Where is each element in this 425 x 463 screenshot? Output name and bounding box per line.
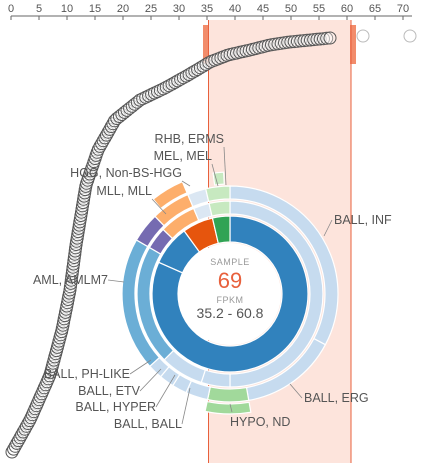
segment-label: BALL, HYPER xyxy=(75,400,156,414)
selection-handle-right[interactable] xyxy=(350,25,356,64)
sunburst-core-solid[interactable] xyxy=(211,215,231,245)
segment-labels: RHB, ERMS MEL, MEL HGG, Non-BS-HGG MLL, MLL… xyxy=(33,132,392,431)
segment-label-leader xyxy=(289,383,303,399)
segment-label: BALL, INF xyxy=(334,213,392,227)
segment-label: MEL, MEL xyxy=(154,149,212,163)
x-axis: 0 5 10 15 20 25 30 35 40 45 50 55 60 65 70 xyxy=(8,3,412,20)
segment-label-leader xyxy=(229,403,233,413)
segment-label: MLL, MLL xyxy=(96,184,152,198)
center-sample-count: 69 xyxy=(218,268,242,293)
center-fpkm-range: 35.2 - 60.8 xyxy=(197,305,264,321)
segment-label-leader xyxy=(223,146,227,186)
segment-label: AML, AMLM7 xyxy=(33,273,108,287)
segment-label: BALL, PH-LIKE xyxy=(44,367,130,381)
sample-point[interactable] xyxy=(64,273,78,287)
segment-label-leader xyxy=(139,368,162,392)
sample-point[interactable] xyxy=(356,29,370,43)
segment-label: HYPO, ND xyxy=(230,415,290,429)
x-axis-tick-label: 5 xyxy=(36,3,42,15)
segment-label: RHB, ERMS xyxy=(155,132,224,146)
sunburst-center xyxy=(179,243,281,345)
sample-point[interactable] xyxy=(310,32,324,46)
sample-point[interactable] xyxy=(403,29,417,43)
x-axis-tick-label: 15 xyxy=(89,3,101,15)
segment-label-leader xyxy=(155,374,176,408)
sunburst-extra-hypo-nd[interactable] xyxy=(204,400,252,415)
x-axis-tick-label: 70 xyxy=(397,3,409,15)
sunburst[interactable] xyxy=(121,171,339,415)
segment-label-leader xyxy=(129,359,152,375)
selection-handle-left[interactable] xyxy=(203,25,209,64)
segment-label: BALL, BALL xyxy=(114,417,182,431)
sample-point[interactable] xyxy=(284,35,298,49)
x-axis-tick-label: 50 xyxy=(285,3,297,15)
x-axis-tick-label: 20 xyxy=(117,3,129,15)
segment-label-leader xyxy=(151,198,167,215)
sample-point[interactable] xyxy=(290,34,304,48)
segment-label: BALL, ERG xyxy=(304,391,369,405)
sample-point[interactable] xyxy=(307,33,321,47)
sample-point[interactable] xyxy=(323,31,337,45)
sunburst-extra-hgg[interactable] xyxy=(152,180,188,210)
segment-label-leader xyxy=(181,180,191,187)
x-axis-tick-label: 45 xyxy=(257,3,269,15)
sample-point[interactable] xyxy=(320,31,334,45)
sample-point[interactable] xyxy=(300,33,314,47)
sunburst-outer-rhb-erms[interactable] xyxy=(204,185,231,203)
x-axis-tick-label: 65 xyxy=(369,3,381,15)
sample-point[interactable] xyxy=(287,35,301,49)
sunburst-outer-hypo-nd[interactable] xyxy=(206,386,250,403)
x-axis-tick-label: 30 xyxy=(173,3,185,15)
sample-points xyxy=(5,29,417,459)
sunburst-core-ball[interactable] xyxy=(151,215,309,373)
segment-label: HGG, Non-BS-HGG xyxy=(70,166,182,180)
x-axis-tick-label: 35 xyxy=(201,3,213,15)
center-sample-label: SAMPLE xyxy=(210,257,250,267)
x-axis-tick-label: 40 xyxy=(229,3,241,15)
segment-label: BALL, ETV xyxy=(78,384,140,398)
x-axis-tick-label: 60 xyxy=(341,3,353,15)
sample-point[interactable] xyxy=(297,34,311,48)
x-axis-tick-label: 10 xyxy=(61,3,73,15)
sample-point[interactable] xyxy=(294,34,308,48)
x-axis-tick-label: 0 xyxy=(8,3,14,15)
segment-label-leader xyxy=(211,163,219,187)
sunburst-mid-rhb[interactable] xyxy=(208,200,231,217)
center-summary: SAMPLE 69 FPKM 35.2 - 60.8 xyxy=(197,257,264,321)
segment-label-leader xyxy=(323,219,333,237)
segment-label-leader xyxy=(181,387,191,425)
sample-point[interactable] xyxy=(313,32,327,46)
x-axis-tick-label: 25 xyxy=(145,3,157,15)
sunburst-extra-rhb[interactable] xyxy=(212,171,225,186)
x-axis-tick-label: 55 xyxy=(313,3,325,15)
segment-label-leader xyxy=(107,279,125,283)
center-fpkm-label: FPKM xyxy=(216,295,243,305)
